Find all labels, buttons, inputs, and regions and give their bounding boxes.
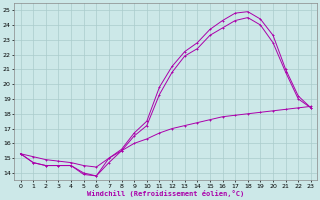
X-axis label: Windchill (Refroidissement éolien,°C): Windchill (Refroidissement éolien,°C) [87,190,244,197]
